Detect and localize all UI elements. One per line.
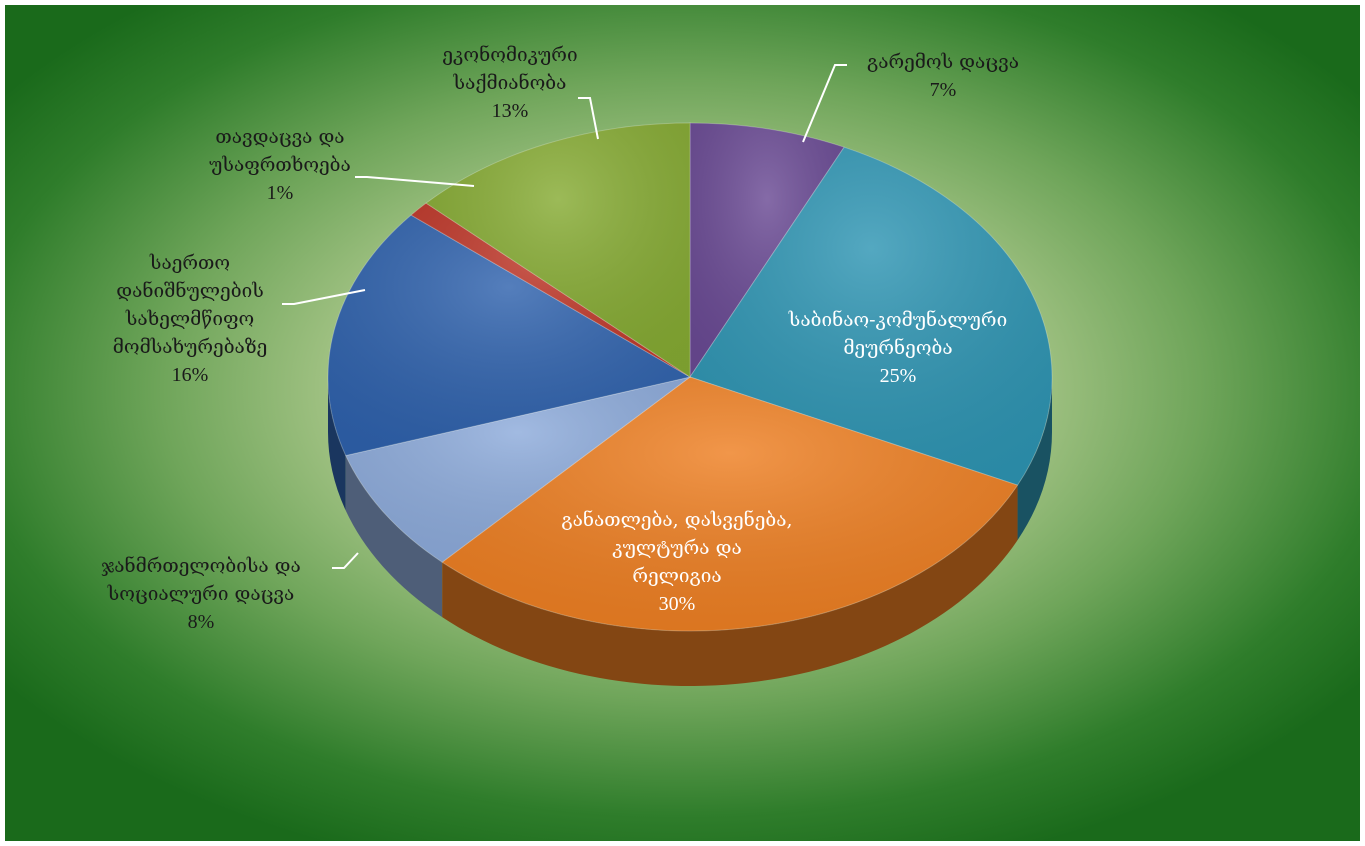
slice-label-line: ჯანმრთელობისა და bbox=[101, 555, 301, 577]
pie-slice-shade-0 bbox=[690, 123, 845, 377]
slice-label-4: საერთო დანიშნულების სახელმწიფო მომსახურებაზ… bbox=[113, 252, 267, 386]
slice-percent-label: 13% bbox=[492, 100, 529, 122]
pie-slice-shade-3 bbox=[345, 377, 690, 563]
slice-label-line: თავდაცვა და bbox=[215, 126, 344, 148]
slice-label-2: განათლება, დასვენება, კულტურა და რელიგია 30… bbox=[561, 509, 792, 615]
slice-label-6: ეკონომიკური საქმიანობა 13% bbox=[442, 44, 577, 122]
pie-slice-shade-5 bbox=[411, 203, 690, 377]
slice-label-5: თავდაცვა და უსაფრთხოება 1% bbox=[209, 126, 351, 204]
chart-area: გარემოს დაცვა 7% საბინაო-კომუნალური მეურნეო… bbox=[5, 5, 1360, 841]
slice-label-1: საბინაო-კომუნალური მეურნეობა 25% bbox=[788, 309, 1007, 387]
slice-label-0: გარემოს დაცვა 7% bbox=[867, 51, 1019, 101]
slice-label-line: სოციალური დაცვა bbox=[107, 583, 295, 605]
slice-label-line: გარემოს დაცვა bbox=[867, 51, 1019, 73]
slice-label-line: კულტურა და bbox=[612, 537, 741, 559]
slice-percent-label: 16% bbox=[172, 364, 209, 386]
pie-chart: გარემოს დაცვა 7% საბინაო-კომუნალური მეურნეო… bbox=[101, 44, 1053, 686]
slice-percent-label: 7% bbox=[930, 79, 957, 101]
slice-label-line: განათლება, დასვენება, bbox=[561, 509, 792, 531]
leader-line-6 bbox=[578, 97, 599, 140]
leader-line-5 bbox=[355, 176, 475, 187]
slice-label-line: რელიგია bbox=[632, 565, 721, 587]
slice-percent-label: 30% bbox=[659, 593, 696, 615]
pie-slice-shade-4 bbox=[327, 215, 690, 456]
slice-label-line: უსაფრთხოება bbox=[209, 154, 351, 176]
slice-side-4 bbox=[328, 377, 346, 511]
slice-label-line: სახელმწიფო bbox=[125, 308, 254, 330]
pie-slice-shade-2 bbox=[442, 377, 1018, 631]
slice-label-line: დანიშნულების bbox=[116, 280, 263, 302]
slice-side-3 bbox=[345, 455, 443, 618]
leader-line-4 bbox=[282, 289, 366, 305]
slice-label-line: ეკონომიკური bbox=[442, 44, 577, 66]
pie-slice-shade-6 bbox=[426, 123, 690, 377]
leader-line-0 bbox=[802, 64, 847, 143]
slice-label-line: საქმიანობა bbox=[453, 72, 567, 94]
slice-label-line: საერთო bbox=[149, 252, 230, 274]
leader-line-3 bbox=[332, 552, 359, 569]
slice-label-line: მომსახურებაზე bbox=[113, 336, 267, 358]
slice-label-line: მეურნეობა bbox=[843, 337, 952, 359]
slice-label-3: ჯანმრთელობისა და სოციალური დაცვა 8% bbox=[101, 555, 301, 633]
slice-percent-label: 1% bbox=[267, 182, 294, 204]
slice-percent-label: 25% bbox=[880, 365, 917, 387]
slice-side-1 bbox=[1017, 377, 1053, 541]
slice-percent-label: 8% bbox=[188, 611, 215, 633]
slice-label-line: საბინაო-კომუნალური bbox=[788, 309, 1007, 331]
pie-slice-shade-1 bbox=[690, 147, 1052, 486]
slice-side-2 bbox=[442, 485, 1018, 686]
